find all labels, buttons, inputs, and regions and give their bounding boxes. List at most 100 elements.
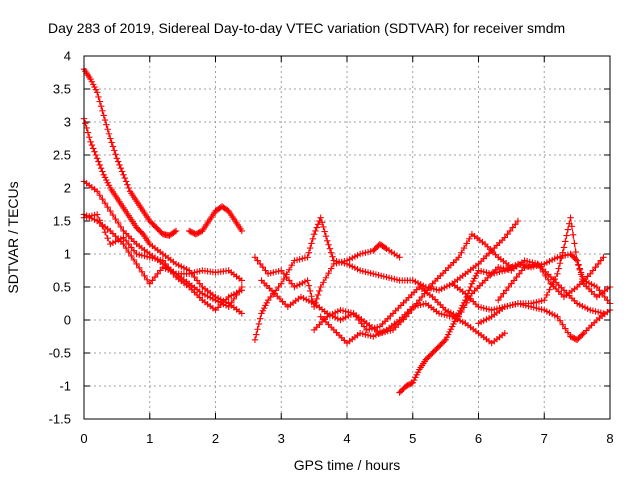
data-point [587,270,594,277]
interp-marker [322,274,330,281]
series-trace-9 [258,254,607,334]
interp-marker [408,380,415,387]
data-point [554,270,561,277]
series-trace-12 [396,250,614,396]
y-tick-label: 3.5 [53,82,71,97]
interp-marker [509,224,516,231]
interp-marker [575,262,582,269]
interp-marker [592,264,599,271]
interp-marker [548,281,556,288]
data-point [87,138,94,145]
interp-marker [577,271,585,278]
data-point [317,283,324,291]
interp-marker [128,252,135,260]
interp-marker [318,219,326,226]
interp-marker [109,143,117,150]
data-point [396,254,403,261]
interp-marker [460,244,468,252]
interp-marker [285,266,293,274]
interp-marker [149,277,156,284]
series-trace-11 [310,231,515,337]
interp-marker [99,168,106,175]
interp-marker [497,293,505,301]
interp-marker [579,275,586,283]
interp-marker [320,223,327,231]
plot-frame [83,55,611,420]
interp-marker [108,139,115,146]
y-tick-label: -0.5 [49,346,71,361]
data-point [573,257,581,264]
interp-marker [162,260,169,268]
data-point [107,207,114,215]
data-point [113,155,121,162]
data-point [172,227,180,235]
interp-marker [116,161,123,169]
y-axis-tick-labels: -1.5 -1 -0.5 0 0.5 1 1.5 2 2.5 3 3.5 4 [49,49,71,427]
interp-marker [564,226,572,233]
data-point [501,330,508,337]
interp-marker [505,283,512,291]
interp-marker [426,283,434,291]
interp-marker [99,196,106,203]
interp-marker [121,174,128,182]
interp-marker [112,151,119,158]
data-point [100,112,107,119]
interp-marker [92,151,100,159]
interp-marker [95,93,102,101]
interp-marker [114,219,122,227]
data-point [93,188,101,195]
data-point [317,214,324,221]
x-tick-label: 5 [409,431,416,446]
data-point [225,303,232,310]
interp-marker [130,247,138,254]
data-point [93,89,101,96]
interp-marker [563,232,570,239]
interp-marker [568,223,576,230]
y-tick-label: 1.5 [53,214,71,229]
data-point [278,267,285,274]
interp-marker [193,277,201,284]
series-line [83,68,177,237]
y-tick-label: 1 [64,247,71,262]
data-point [93,155,101,162]
interp-marker [329,253,336,260]
interp-marker [285,277,293,284]
interp-marker [154,270,161,277]
data-point [593,283,601,291]
interp-marker [272,287,280,294]
interp-marker [104,126,111,133]
data-point [120,234,127,241]
interp-marker [96,161,103,169]
interp-marker [312,227,319,235]
interp-marker [117,223,125,231]
series-trace-4 [80,211,245,287]
interp-marker [418,293,426,301]
interp-marker [309,235,317,243]
interp-marker [82,120,89,127]
interp-marker [228,299,235,307]
series-trace-5 [80,211,245,314]
data-point [159,257,167,264]
interp-marker [413,300,420,307]
interp-marker [96,98,103,105]
interp-marker [405,310,413,317]
interp-marker [254,257,261,264]
interp-marker [308,293,315,300]
interp-marker [280,270,288,277]
interp-marker [157,267,164,274]
interp-marker [288,262,295,269]
interp-marker [594,260,602,268]
interp-marker [125,248,132,256]
interp-marker [408,306,415,314]
data-point [304,254,311,261]
interp-marker [254,326,261,333]
interp-marker [96,192,103,199]
data-series [80,66,614,396]
interp-marker [257,260,264,268]
data-point [495,297,502,304]
interp-marker [101,116,109,124]
interp-marker [562,325,569,332]
data-point [238,277,245,284]
series-trace-15 [495,260,607,317]
